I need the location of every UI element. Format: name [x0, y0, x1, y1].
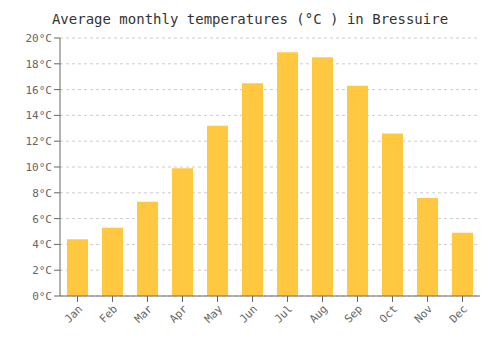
svg-text:14°C: 14°C — [26, 109, 53, 122]
svg-text:Mar: Mar — [132, 302, 156, 326]
svg-text:18°C: 18°C — [26, 58, 53, 71]
html-text:Average monthly temperatures (: Average monthly temperatures (°C ) in Br… — [51, 11, 449, 27]
svg-text:May: May — [202, 302, 226, 326]
svg-text:Feb: Feb — [97, 302, 120, 325]
svg-text:Oct: Oct — [377, 302, 400, 325]
svg-text:Nov: Nov — [412, 302, 436, 326]
svg-text:Jan: Jan — [62, 302, 85, 325]
svg-text:12°C: 12°C — [26, 135, 53, 148]
svg-text:Jun: Jun — [237, 302, 260, 325]
svg-text:0°C: 0°C — [32, 290, 52, 303]
svg-text:2°C: 2°C — [32, 264, 52, 277]
svg-text:16°C: 16°C — [26, 84, 53, 97]
svg-text:Aug: Aug — [307, 302, 330, 325]
svg-text:Apr: Apr — [167, 302, 191, 326]
svg-text:8°C: 8°C — [32, 187, 52, 200]
svg-text:Jul: Jul — [272, 302, 295, 325]
svg-text:6°C: 6°C — [32, 213, 52, 226]
svg-text:Sep: Sep — [342, 302, 365, 325]
svg-text:4°C: 4°C — [32, 238, 52, 251]
svg-text:Dec: Dec — [447, 302, 470, 325]
svg-text:10°C: 10°C — [26, 161, 53, 174]
svg-text:20°C: 20°C — [26, 32, 53, 45]
